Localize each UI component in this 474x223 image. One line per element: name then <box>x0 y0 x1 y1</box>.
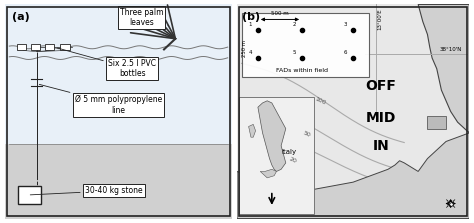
Text: 20: 20 <box>288 156 297 164</box>
Text: Six 2.5 l PVC
bottles: Six 2.5 l PVC bottles <box>57 48 156 78</box>
Bar <box>239 97 314 214</box>
Text: 50: 50 <box>302 130 311 138</box>
Polygon shape <box>248 124 255 137</box>
Bar <box>31 44 40 50</box>
Text: 5: 5 <box>293 50 296 55</box>
Bar <box>17 44 27 50</box>
Text: 2: 2 <box>293 22 296 27</box>
Text: 30-40 kg stone: 30-40 kg stone <box>30 186 143 195</box>
Bar <box>45 44 54 50</box>
Bar <box>428 116 446 129</box>
Text: FADs within field: FADs within field <box>276 68 328 73</box>
Text: 250 m: 250 m <box>242 40 246 57</box>
Text: (b): (b) <box>242 12 260 22</box>
Text: (a): (a) <box>12 12 29 22</box>
Bar <box>5 144 232 219</box>
Text: 6: 6 <box>344 50 347 55</box>
Text: Ø 5 mm polypropylene
line: Ø 5 mm polypropylene line <box>39 84 162 115</box>
Polygon shape <box>237 133 469 219</box>
Text: Three palm
leaves: Three palm leaves <box>119 8 169 27</box>
Polygon shape <box>260 169 276 178</box>
Bar <box>18 186 41 204</box>
Text: 13°00'E: 13°00'E <box>377 9 383 30</box>
Text: 4: 4 <box>248 50 252 55</box>
Text: MID: MID <box>366 111 396 125</box>
Text: 1: 1 <box>248 22 252 27</box>
Text: 500 m: 500 m <box>271 11 289 16</box>
Bar <box>242 13 369 77</box>
Text: IN: IN <box>373 139 389 153</box>
Polygon shape <box>418 4 469 219</box>
Bar <box>61 44 70 50</box>
Polygon shape <box>258 101 286 171</box>
Text: 3: 3 <box>344 22 347 27</box>
Text: OFF: OFF <box>365 79 396 93</box>
Text: 100: 100 <box>314 97 326 106</box>
Text: Italy: Italy <box>281 149 296 155</box>
Bar <box>5 4 232 144</box>
Text: 38°10'N: 38°10'N <box>440 47 462 52</box>
